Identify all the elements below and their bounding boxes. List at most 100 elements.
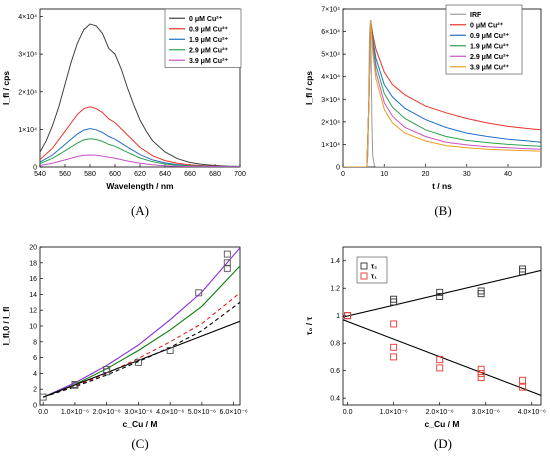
x-tick-label: 1.0×10⁻⁶	[61, 409, 89, 416]
data-point	[223, 259, 231, 267]
x-tick-label: 3.0×10⁻⁶	[124, 409, 152, 416]
x-axis-label: Wavelength / nm	[106, 181, 174, 191]
x-tick-label: 540	[34, 171, 46, 178]
data-point	[134, 358, 142, 366]
y-tick-label: 0	[336, 165, 340, 172]
x-axis-label: c_Cu / M	[425, 419, 460, 429]
y-tick-label: 7×10⁴	[321, 7, 340, 14]
x-tick-label: 600	[109, 171, 121, 178]
y-tick-label: 1×10⁴	[18, 127, 37, 134]
data-point-series-1	[477, 369, 485, 377]
y-tick-label: 0.4	[330, 396, 340, 403]
x-tick-label: 700	[234, 171, 246, 178]
y-tick-label: 18	[29, 260, 37, 267]
legend-label: 0 μM Cu²⁺	[189, 16, 223, 23]
data-point-series-1	[477, 365, 485, 373]
y-tick-label: 1×10⁴	[321, 142, 340, 149]
data-point-series-1	[344, 312, 352, 320]
legend-label: 2.9 μM Cu²⁺	[189, 47, 228, 54]
y-tick-label: 2	[33, 387, 37, 394]
y-axis-label: I_fl,0 / I_fl	[1, 307, 11, 346]
x-tick-label: 1.0×10⁻⁶	[380, 409, 408, 416]
data-point-series-1	[436, 364, 444, 372]
legend-label: IRF	[470, 12, 482, 19]
series-line-5	[343, 20, 541, 167]
data-point	[103, 366, 111, 373]
chart-panel-B: 0 10 20 30 40 0 1×10⁴ 2×10⁴ 3×10⁴ 4×10⁴ 5×10⁴ 6×10⁴…	[304, 4, 542, 218]
legend-label: 1.9 μM Cu²⁺	[470, 43, 509, 50]
data-point	[71, 381, 79, 388]
y-tick-label: 1	[336, 313, 340, 320]
y-tick-label: 4×10⁴	[321, 74, 340, 81]
y-tick-label: 0.6	[330, 368, 340, 375]
legend-frame	[445, 4, 523, 75]
y-tick-label: 20	[29, 245, 37, 252]
data-point	[195, 289, 203, 297]
x-tick-label: 640	[159, 171, 171, 178]
x-tick-label: 680	[209, 171, 221, 178]
data-point-series-0	[390, 295, 398, 303]
chart-panel-C: 0.0 1.0×10⁻⁶ 2.0×10⁻⁶ 3.0×10⁻⁶ 4.0×10⁻⁶ 5.0×1…	[1, 245, 248, 452]
series-line-3	[40, 138, 240, 167]
legend-label: τ₁	[371, 274, 377, 281]
x-tick-label: 2.0×10⁻⁶	[93, 409, 121, 416]
legend-label: 0.9 μM Cu²⁺	[189, 26, 228, 33]
data-point-series-0	[519, 265, 527, 273]
chart-panel-A: 540 560 580 600 620 640 660 680 700 0 1×10⁴ 2×10⁴ 3×…	[1, 8, 246, 218]
y-tick-label: 16	[29, 276, 37, 283]
plot-frame-D	[342, 246, 542, 406]
fit-line-2	[43, 292, 240, 398]
x-tick-label: 10	[380, 171, 388, 178]
data-point-series-1	[436, 356, 444, 364]
series-line-2	[40, 128, 240, 167]
series-line-1	[40, 106, 240, 167]
plot-area-A	[40, 23, 240, 167]
x-tick-label: 0.0	[38, 409, 48, 416]
y-tick-label: 12	[29, 308, 37, 315]
data-point-series-1	[390, 320, 398, 328]
x-tick-label: 580	[84, 171, 96, 178]
x-axis-label: c_Cu / M	[123, 419, 158, 429]
fit-line-0	[42, 247, 240, 398]
plot-frame-C	[39, 246, 241, 406]
data-point-series-1	[519, 376, 527, 384]
y-tick-label: 6	[33, 355, 37, 362]
plot-area-C	[42, 247, 240, 398]
y-tick-label: 0.8	[330, 341, 340, 348]
fit-line-3	[43, 301, 240, 398]
y-axis-label: τ₀ / τ	[304, 317, 314, 336]
x-tick-label: 30	[463, 171, 471, 178]
y-tick-label: 2×10⁴	[321, 119, 340, 126]
y-tick-label: 5×10⁴	[321, 52, 340, 59]
legend-A: 0 μM Cu²⁺ 0.9 μM Cu²⁺ 1.9 μM Cu²⁺ 2.9 μM Cu…	[164, 8, 242, 68]
x-tick-label: 660	[184, 171, 196, 178]
legend-label: 2.9 μM Cu²⁺	[470, 54, 509, 61]
y-axis-label: I_fl / cps	[1, 71, 11, 105]
x-tick-label: 620	[134, 171, 146, 178]
data-point-series-1	[390, 343, 398, 351]
data-point	[223, 264, 231, 272]
legend-label: 0.9 μM Cu²⁺	[470, 33, 509, 40]
plot-area-B	[343, 20, 541, 167]
x-tick-label: 2.0×10⁻⁶	[426, 409, 454, 416]
y-tick-label: 4	[33, 371, 37, 378]
y-axis-label: I_fl / cps	[304, 71, 314, 105]
chart-panel-D: 0.0 1.0×10⁻⁶ 2.0×10⁻⁶ 3.0×10⁻⁶ 4.0×10⁻⁶ 0.4 0.…	[304, 246, 546, 451]
y-tick-label: 8	[33, 339, 37, 346]
legend-swatch	[360, 262, 368, 270]
x-tick-label: 4.0×10⁻⁶	[156, 409, 184, 416]
x-tick-label: 6.0×10⁻⁶	[220, 409, 248, 416]
legend-label: 3.9 μM Cu²⁺	[189, 58, 228, 65]
y-tick-label: 6×10⁴	[321, 29, 340, 36]
legend-swatch	[360, 272, 368, 280]
data-point	[223, 250, 231, 258]
legend-B: IRF 0 μM Cu²⁺ 0.9 μM Cu²⁺ 1.9 μM Cu²⁺ 2.9 μM…	[445, 4, 523, 75]
series-line-4	[40, 154, 240, 167]
legend-label: 3.9 μM Cu²⁺	[470, 64, 509, 71]
y-tick-label: 1.4	[330, 258, 340, 265]
legend-D: τ₂ τ₁	[356, 256, 388, 284]
y-tick-label: 2×10⁴	[18, 89, 37, 96]
legend-label: 1.9 μM Cu²⁺	[189, 37, 228, 44]
x-tick-label: 4.0×10⁻⁶	[518, 409, 546, 416]
fit-line-1	[343, 319, 541, 396]
